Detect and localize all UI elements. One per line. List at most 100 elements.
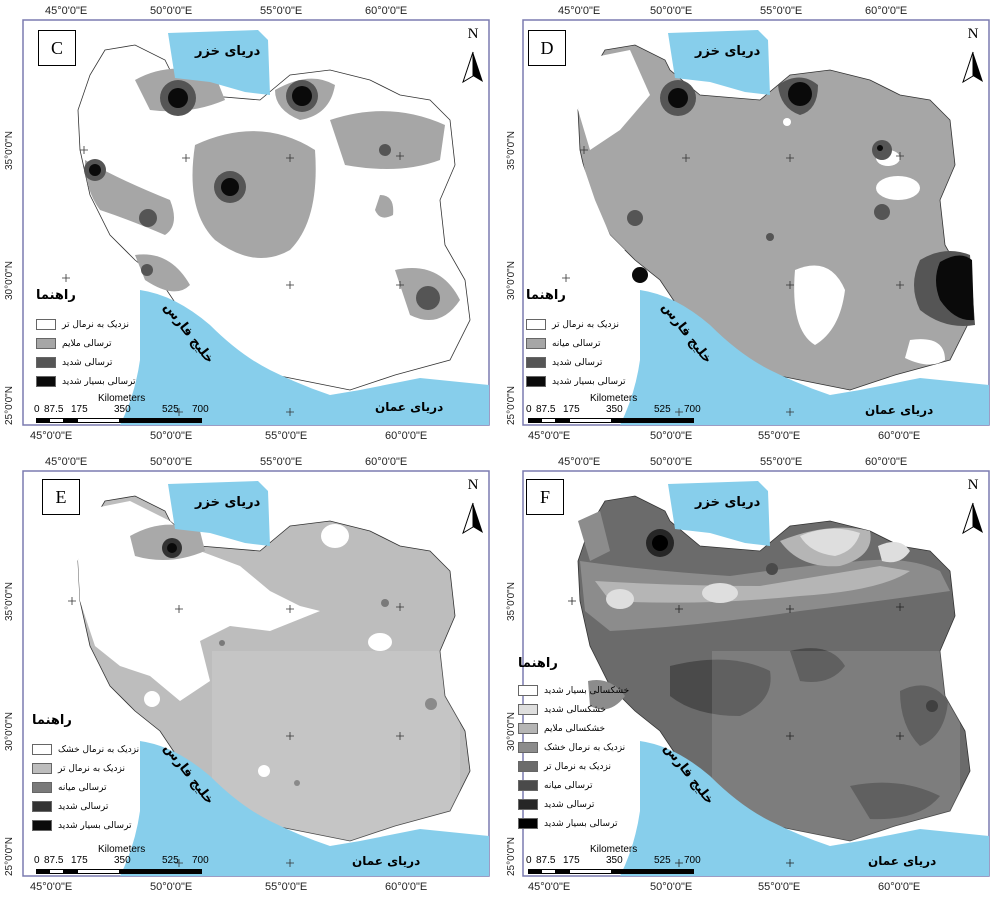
- legend-item: ترسالی ملایم: [36, 334, 136, 353]
- legend-label: نزدیک به نرمال خشک: [544, 742, 626, 753]
- scale-tick: 175: [563, 404, 580, 415]
- left-tick: 35°0'0"N: [4, 582, 15, 621]
- legend-label: نزدیک به نرمال تر: [62, 319, 129, 330]
- legend-item: ترسالی شدید: [32, 797, 139, 816]
- legend-swatch: [526, 376, 546, 387]
- top-tick: 60°0'0"E: [865, 456, 908, 468]
- north-label: N: [967, 477, 979, 493]
- top-tick: 50°0'0"E: [650, 456, 693, 468]
- legend-item: ترسالی بسیار شدید: [32, 816, 139, 835]
- map-panel-f: 45°0'0"E 50°0'0"E 55°0'0"E 60°0'0"E 45°0…: [500, 451, 1000, 902]
- legend-label: ترسالی شدید: [58, 801, 109, 812]
- left-tick: 25°0'0"N: [4, 837, 15, 876]
- top-tick: 55°0'0"E: [760, 456, 803, 468]
- map-canvas-d: [522, 19, 990, 426]
- scale-title: Kilometers: [590, 844, 638, 855]
- scale-tick: 525: [654, 404, 671, 415]
- legend-swatch: [526, 319, 546, 330]
- legend: راهنما نزدیک به نرمال تر ترسالی میانه تر…: [526, 288, 626, 391]
- oman-label: دریای عمان: [352, 854, 421, 868]
- legend: راهنما نزدیک به نرمال تر ترسالی ملایم تر…: [36, 288, 136, 391]
- caspian-sea: [668, 481, 770, 546]
- top-tick: 45°0'0"E: [558, 456, 601, 468]
- caspian-label: دریای خزر: [695, 495, 761, 510]
- top-tick: 60°0'0"E: [365, 5, 408, 17]
- scale-tick: 525: [654, 855, 671, 866]
- scale-tick: 175: [71, 404, 88, 415]
- scale-title: Kilometers: [590, 393, 638, 404]
- top-tick: 60°0'0"E: [365, 456, 408, 468]
- legend-label: ترسالی شدید: [552, 357, 603, 368]
- top-tick: 55°0'0"E: [260, 456, 303, 468]
- legend-item: خشکسالی بسیار شدید: [518, 681, 629, 700]
- bottom-tick: 60°0'0"E: [878, 881, 921, 893]
- legend-label: ترسالی شدید: [62, 357, 113, 368]
- left-tick: 30°0'0"N: [4, 712, 15, 751]
- scale-tick: 0: [526, 404, 532, 415]
- top-tick: 55°0'0"E: [760, 5, 803, 17]
- scale-tick: 700: [684, 855, 701, 866]
- legend-title: راهنما: [36, 288, 76, 303]
- oman-label: دریای عمان: [375, 400, 444, 414]
- bottom-tick: 45°0'0"E: [30, 881, 73, 893]
- map-panel-d: 45°0'0"E 50°0'0"E 55°0'0"E 60°0'0"E 45°0…: [500, 0, 1000, 451]
- panel-label: E: [42, 479, 80, 515]
- legend-swatch: [36, 338, 56, 349]
- legend-label: خشکسالی ملایم: [544, 723, 606, 734]
- legend-label: نزدیک به نرمال تر: [544, 761, 611, 772]
- legend-item: نزدیک به نرمال خشک: [518, 738, 629, 757]
- legend-label: ترسالی میانه: [58, 782, 107, 793]
- legend-swatch: [518, 685, 538, 696]
- scale-bar: Kilometers 0 87.5 175 350 525 700: [34, 393, 209, 425]
- persian-gulf: [620, 290, 989, 425]
- legend-title: راهنما: [32, 713, 72, 728]
- scale-tick: 700: [684, 404, 701, 415]
- legend-item: خشکسالی ملایم: [518, 719, 629, 738]
- legend-label: ترسالی بسیار شدید: [58, 820, 132, 831]
- scale-bar: Kilometers 0 87.5 175 350 525 700: [526, 393, 701, 425]
- legend-label: ترسالی شدید: [544, 799, 595, 810]
- top-tick: 45°0'0"E: [45, 5, 88, 17]
- north-arrow-icon: [462, 502, 483, 535]
- bottom-tick: 45°0'0"E: [30, 430, 73, 442]
- north-arrow-icon: [462, 51, 483, 84]
- legend-swatch: [526, 357, 546, 368]
- scale-tick: 87.5: [536, 855, 556, 866]
- legend-item: ترسالی بسیار شدید: [36, 372, 136, 391]
- scale-tick: 0: [526, 855, 532, 866]
- legend-item: نزدیک به نرمال خشک: [32, 740, 139, 759]
- legend-swatch: [518, 818, 538, 829]
- scale-tick: 700: [192, 404, 209, 415]
- oman-label: دریای عمان: [865, 403, 934, 417]
- map-canvas-e: [22, 470, 490, 877]
- legend-swatch: [526, 338, 546, 349]
- panel-label: D: [528, 30, 566, 66]
- caspian-label: دریای خزر: [195, 44, 261, 59]
- panel-label: C: [38, 30, 76, 66]
- scale-tick: 87.5: [536, 404, 556, 415]
- scale-tick: 87.5: [44, 404, 64, 415]
- north-arrow-icon: [962, 502, 983, 535]
- top-tick: 55°0'0"E: [260, 5, 303, 17]
- left-tick: 30°0'0"N: [506, 712, 517, 751]
- scale-bar: Kilometers 0 87.5 175 350 525 700: [34, 844, 209, 876]
- legend-item: ترسالی میانه: [32, 778, 139, 797]
- legend-swatch: [32, 782, 52, 793]
- legend-label: ترسالی بسیار شدید: [62, 376, 136, 387]
- persian-gulf: [120, 741, 489, 876]
- map-panel-c: 45°0'0"E 50°0'0"E 55°0'0"E 60°0'0"E 45°0…: [0, 0, 500, 451]
- legend-swatch: [32, 763, 52, 774]
- legend-item: ترسالی میانه: [526, 334, 626, 353]
- bottom-tick: 50°0'0"E: [150, 881, 193, 893]
- legend-item: خشکسالی شدید: [518, 700, 629, 719]
- legend-item: ترسالی شدید: [518, 795, 629, 814]
- persian-gulf: [120, 290, 489, 425]
- scale-tick: 0: [34, 404, 40, 415]
- caspian-sea: [168, 30, 270, 95]
- left-tick: 30°0'0"N: [4, 261, 15, 300]
- panel-label: F: [526, 479, 564, 515]
- legend: راهنما خشکسالی بسیار شدید خشکسالی شدید خ…: [518, 656, 629, 833]
- north-label: N: [467, 26, 479, 42]
- caspian-label: دریای خزر: [695, 44, 761, 59]
- bottom-tick: 55°0'0"E: [758, 430, 801, 442]
